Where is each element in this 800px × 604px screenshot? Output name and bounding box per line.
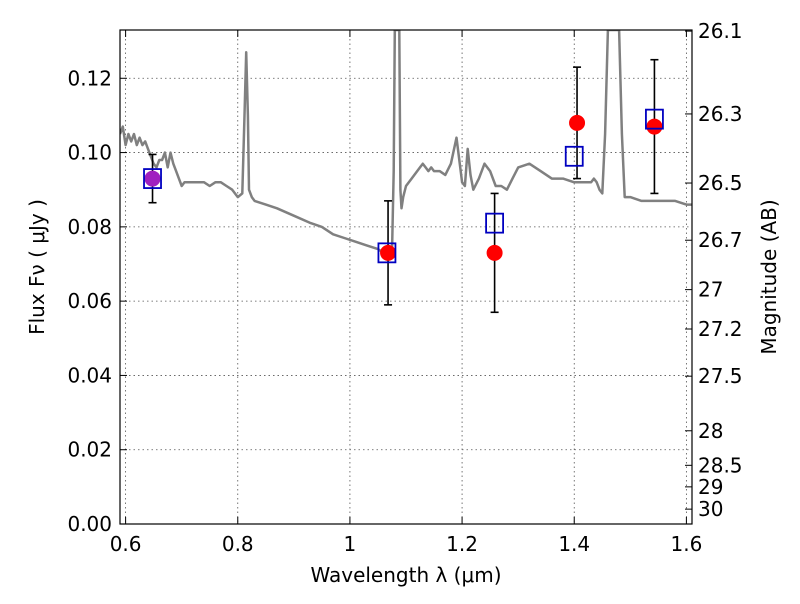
y2-tick-label: 29	[698, 475, 723, 499]
model-photometry-square	[485, 212, 505, 234]
y2-axis-label: Magnitude (AB)	[757, 199, 781, 354]
model-photometry-square	[377, 242, 397, 264]
y2-tick-label: 28.5	[698, 453, 743, 477]
model-photometry-square	[143, 168, 162, 189]
y-tick-label: 0.02	[67, 438, 112, 462]
data-point	[380, 244, 397, 261]
y2-tick-label: 26.7	[698, 228, 743, 252]
x-tick-label: 0.6	[110, 532, 142, 556]
data-point	[486, 244, 503, 261]
y-tick-label: 0.08	[67, 215, 112, 239]
plot-area	[120, 30, 692, 314]
y2-tick-label: 28	[698, 419, 723, 443]
y-tick-label: 0.12	[67, 66, 112, 90]
x-tick-label: 1.4	[558, 532, 590, 556]
model-photometry-square	[645, 108, 664, 130]
plot-frame	[119, 29, 693, 525]
y2-tick-label: 30	[698, 497, 723, 521]
x-tick-label: 1.6	[670, 532, 702, 556]
data-point	[646, 118, 663, 135]
x-tick-label: 1	[344, 532, 357, 556]
y2-tick-label: 26.3	[698, 102, 743, 126]
data-point	[569, 114, 586, 131]
y-tick-label: 0.04	[67, 363, 112, 387]
y2-tick-label: 26.1	[698, 19, 743, 43]
y-tick-label: 0.00	[67, 512, 112, 536]
model-spectrum-line	[120, 30, 692, 255]
y-tick-label: 0.06	[67, 289, 112, 313]
x-tick-label: 1.2	[446, 532, 478, 556]
y-tick-label: 0.10	[67, 141, 112, 165]
y2-tick-label: 26.5	[698, 171, 743, 195]
x-tick-label: 0.8	[222, 532, 254, 556]
x-axis-label: Wavelength λ (μm)	[310, 563, 501, 587]
y2-tick-label: 27	[698, 278, 723, 302]
tick-marks	[120, 30, 692, 525]
model-photometry-square	[564, 145, 584, 167]
y2-tick-label: 27.2	[698, 317, 743, 341]
y2-tick-label: 27.5	[698, 364, 743, 388]
data-point	[144, 170, 161, 187]
y-axis-label: Flux Fν ( μJy )	[25, 199, 49, 335]
